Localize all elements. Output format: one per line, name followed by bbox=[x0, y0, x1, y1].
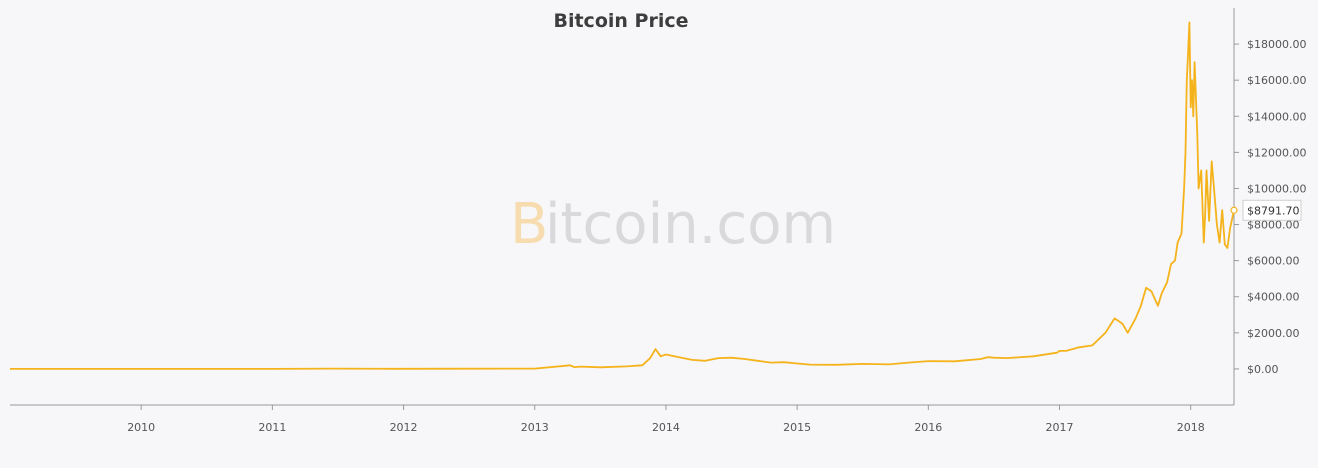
y-tick-label: $4000.00 bbox=[1247, 291, 1300, 304]
y-tick-label: $18000.00 bbox=[1247, 38, 1307, 51]
price-tooltip: $8791.70 bbox=[1230, 199, 1302, 221]
tooltip-label: $8791.70 bbox=[1247, 204, 1300, 217]
x-tick-label: 2016 bbox=[914, 421, 942, 434]
y-tick-label: $2000.00 bbox=[1247, 327, 1300, 340]
x-tick-label: 2017 bbox=[1046, 421, 1074, 434]
y-tick-label: $16000.00 bbox=[1247, 74, 1307, 87]
tooltip-marker bbox=[1230, 206, 1238, 214]
x-axis-ticks: 2010 2011 2012 2013 2014 2015 2016 2017 2018 bbox=[127, 405, 1205, 434]
x-tick-label: 2013 bbox=[521, 421, 549, 434]
y-tick-label: $8000.00 bbox=[1247, 219, 1300, 232]
x-tick-label: 2011 bbox=[258, 421, 286, 434]
watermark-initial: B bbox=[510, 192, 548, 257]
y-tick-label: $6000.00 bbox=[1247, 255, 1300, 268]
y-axis-ticks: $0.00 $2000.00 $4000.00 $6000.00 $8000.00 $10… bbox=[1234, 38, 1307, 376]
x-tick-label: 2014 bbox=[652, 421, 680, 434]
y-tick-label: $0.00 bbox=[1247, 363, 1279, 376]
x-tick-label: 2018 bbox=[1177, 421, 1205, 434]
watermark-text: itcoin.com bbox=[545, 192, 836, 257]
y-tick-label: $10000.00 bbox=[1247, 182, 1307, 195]
y-tick-label: $14000.00 bbox=[1247, 110, 1307, 123]
x-tick-label: 2010 bbox=[127, 421, 155, 434]
series-line-bitcoin-price[interactable] bbox=[10, 21, 1235, 370]
chart-title: Bitcoin Price bbox=[553, 10, 688, 32]
x-tick-label: 2015 bbox=[783, 421, 811, 434]
tooltip-box bbox=[1242, 199, 1302, 221]
y-tick-label: $12000.00 bbox=[1247, 146, 1307, 159]
watermark: B itcoin.com bbox=[510, 192, 836, 257]
x-tick-label: 2012 bbox=[390, 421, 418, 434]
